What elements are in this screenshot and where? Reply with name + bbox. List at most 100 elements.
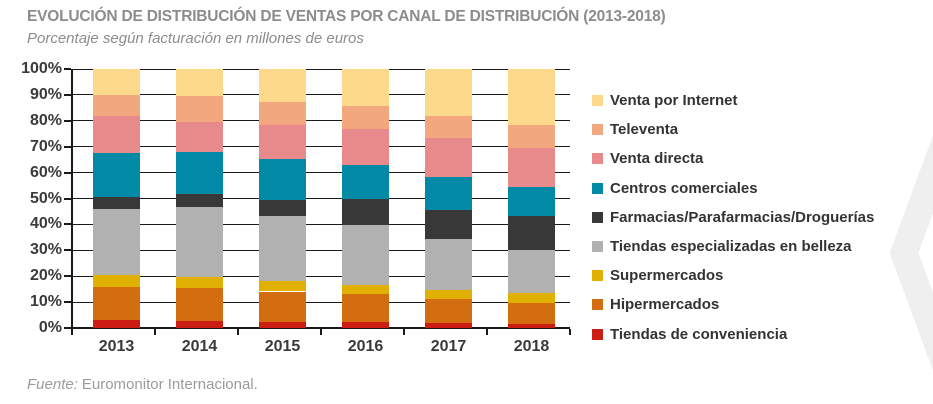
y-axis-line [71,69,73,333]
legend-item: Venta por Internet [592,86,874,115]
legend-item: Hipermercados [592,290,874,319]
y-axis-tick [64,119,71,122]
legend-label: Tiendas especializadas en belleza [610,238,852,256]
y-axis-label: 60% [29,163,62,181]
decorative-chevron-icon [889,135,933,371]
y-axis-label: 30% [29,241,62,259]
bar-segment [425,210,472,239]
stacked-bar-2017 [425,69,472,328]
bar-segment [176,69,223,97]
plot-area [72,68,570,329]
bar-segment [93,275,140,288]
legend-swatch-icon [592,211,603,223]
bar-segment [93,153,140,198]
legend-label: Supermercados [610,267,724,285]
gridline [72,301,570,303]
stacked-bar-2014 [176,69,223,328]
bar-segment [342,284,389,295]
bar-segment [342,105,389,129]
y-axis-label: 70% [29,137,62,155]
stacked-bar-2018 [508,69,555,328]
legend-label: Tiendas de conveniencia [610,325,788,343]
legend-label: Hipermercados [610,296,720,314]
bar-segment [342,321,389,328]
legend-label: Venta directa [610,150,704,168]
bar-segment [508,148,555,188]
chart-title: EVOLUCIÓN DE DISTRIBUCIÓN DE VENTAS POR … [27,8,666,25]
bar-segment [342,69,389,106]
y-axis-label: 100% [21,60,62,77]
bar-segment [425,69,472,116]
bar-segment [342,224,389,285]
bar-segment [342,294,389,322]
legend-item: Supermercados [592,261,874,290]
bar-segment [259,102,306,125]
x-axis-label: 2016 [347,338,384,355]
y-axis-tick [64,171,71,174]
bar-segment [259,215,306,282]
y-axis-tick [64,249,71,252]
x-axis-label: 2015 [264,338,301,355]
legend-swatch-icon [592,153,603,165]
stacked-bar-2016 [342,69,389,328]
legend-item: Centros comerciales [592,174,874,203]
bar-segment [259,158,306,200]
gridline [72,146,570,148]
y-axis-tick [64,68,71,70]
legend-swatch-icon [592,182,603,194]
bar-segment [259,69,306,103]
gridline [72,275,570,277]
legend: Venta por Internet Televenta Venta directa… [592,86,874,349]
bar-segment [508,124,555,148]
gridline [72,68,570,70]
gridline [72,249,570,251]
x-axis-label: 2014 [181,338,218,355]
x-axis-tick [320,329,322,335]
gridline [72,198,570,199]
bar-segment [93,208,140,276]
bar-segment [93,287,140,320]
gridline [72,327,570,329]
bar-segment [259,281,306,292]
legend-label: Televenta [610,121,679,139]
legend-label: Centros comerciales [610,179,758,197]
bar-segment [259,124,306,159]
bar-segment [259,199,306,216]
legend-item: Venta directa [592,144,874,173]
bar-segment [342,164,389,200]
gridline [72,223,570,225]
bar-segment [259,321,306,328]
gridline [72,172,570,174]
legend-swatch-icon [592,241,603,253]
bar-segment [176,121,223,152]
bar-segment [259,291,306,322]
x-axis-label: 2018 [513,338,550,355]
gridline [72,94,570,96]
legend-item: Tiendas de conveniencia [592,320,874,349]
legend-swatch-icon [592,299,603,311]
x-axis-tick [154,329,156,335]
y-axis-tick [64,197,71,200]
x-axis-tick [237,329,239,335]
bar-segment [508,69,555,125]
bar-segment [508,215,555,251]
bar-segment [508,293,555,304]
bar-segment [425,299,472,324]
bar-segment [93,319,140,328]
gridline [72,120,570,122]
y-axis-tick [64,223,71,226]
bar-segment [176,206,223,278]
bar-segment [176,288,223,321]
bar-segment [425,176,472,211]
y-axis-label: 0% [38,319,62,336]
y-axis-tick [64,93,71,96]
legend-swatch-icon [592,270,603,282]
x-axis-tick [569,329,571,335]
bar-segment [425,115,472,139]
source-note: Fuente: Euromonitor Internacional. [27,376,258,393]
y-axis-tick [64,275,71,278]
bar-segment [425,138,472,177]
y-axis-label: 90% [29,85,62,103]
bar-segment [508,303,555,324]
